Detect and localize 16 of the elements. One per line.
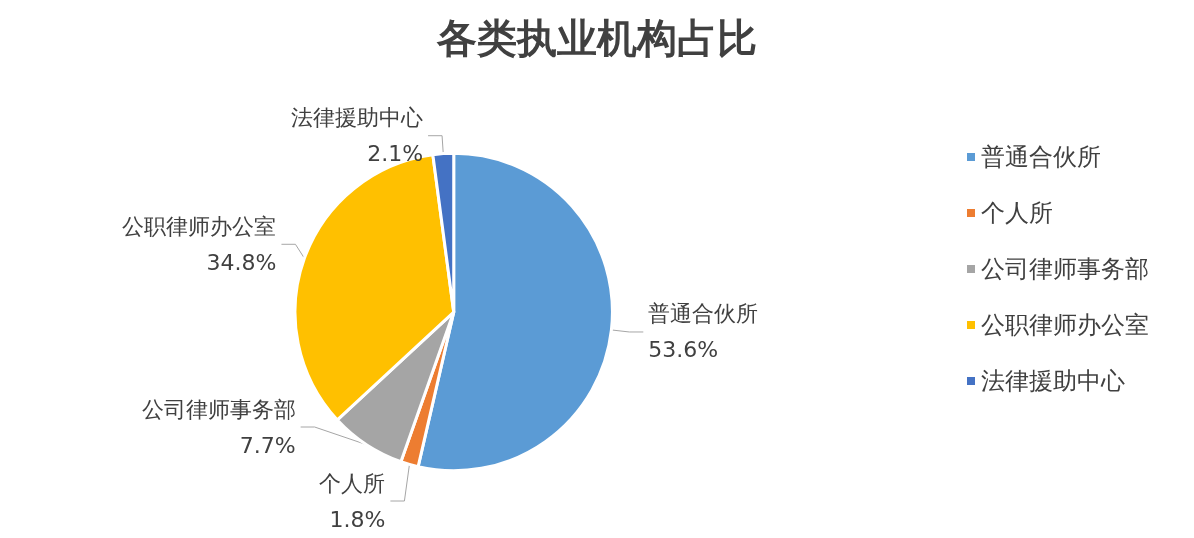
slice-label: 公司律师事务部 xyxy=(141,396,296,422)
legend-label: 普通合伙所 xyxy=(981,143,1101,171)
slice-label: 法律援助中心 xyxy=(291,105,424,131)
data-label: 7.7% xyxy=(239,432,296,458)
slice-label: 普通合伙所 xyxy=(648,301,759,327)
slice-label: 个人所 xyxy=(319,470,386,496)
legend-label: 公司律师事务部 xyxy=(981,255,1149,283)
chart-title: 各类执业机构占比 xyxy=(436,13,757,61)
legend-label: 法律援助中心 xyxy=(981,367,1125,395)
data-label: 34.8% xyxy=(206,249,277,275)
legend-label: 个人所 xyxy=(981,199,1053,227)
data-label: 1.8% xyxy=(329,506,386,532)
legend-label: 公职律师办公室 xyxy=(981,311,1149,339)
data-label: 53.6% xyxy=(648,337,719,363)
data-label: 2.1% xyxy=(367,141,424,167)
slice-label: 公职律师办公室 xyxy=(122,213,277,239)
